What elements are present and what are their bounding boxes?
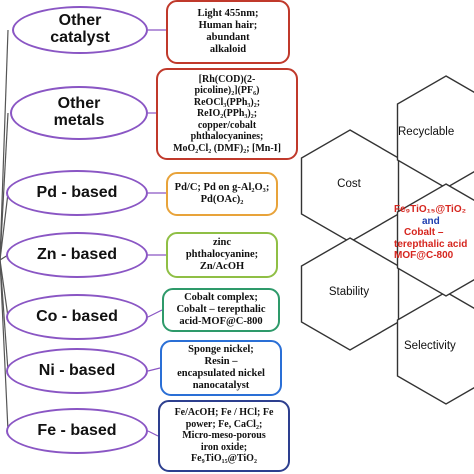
item-text: encapsulated nickel [177,368,265,379]
item-text: phthalocyanines; [190,131,264,143]
spine-line-2 [0,192,9,261]
ellipse-pd-based: Pd - based [6,170,148,216]
center-line-cobalt: Cobalt – [404,227,444,238]
item-text: phthalocyanine; [185,248,259,260]
hex-label-cost: Cost [337,178,361,190]
item-text: Fe/AcOH; Fe / HCl; Fe [174,407,274,419]
item-text: [Rh(COD)(2- [198,73,256,85]
box-co-based: Cobalt complex; Cobalt – terepthalic aci… [162,288,280,332]
ellipse-other-metals: Other metals [10,86,148,140]
ellipse-ni-based: Ni - based [6,348,148,394]
item-text: zinc [212,236,232,248]
item-text: picoline)₂](PF₆) [194,85,260,97]
hex-label-recyclable: Recyclable [398,126,455,138]
item-text: iron oxide; [200,441,248,453]
item-text: Cobalt – terepthalic [176,303,266,315]
box-other-catalyst: Light 455nm; Human hair; abundant alkalo… [166,0,290,64]
item-text: Human hair; [198,19,258,31]
box-other-metals: [Rh(COD)(2- picoline)₂](PF₆) ReOCl₃(PPh₃… [156,68,298,160]
hexagon-center [396,183,474,297]
spine-line-4 [0,259,9,318]
item-text: Resin – [204,355,238,367]
item-text: nanocatalyst [192,380,250,392]
item-text: MoO₂Cl₂ (DMF)₂; [Mn-I] [173,142,281,154]
item-text: Sponge nickel; [188,343,254,355]
item-text: Light 455nm; [197,7,259,19]
connector-line-5 [147,367,161,372]
box-pd-based: Pd/C; Pd on g-Al₂O₃; Pd(OAc)₂ [166,172,278,216]
item-text: acid-MOF@C-800 [179,316,263,328]
item-text: ReIO₂(PPh₃)₂; [196,108,258,120]
hexagon-selectivity [396,291,474,405]
center-line-fe: Fe₉TiO₁₅@TiO₂ [394,204,467,215]
item-text: Fe₉TiO₁₅@TiO₂ [191,453,257,465]
connector-line-4 [147,309,163,318]
item-text: copper/cobalt [197,119,257,131]
item-text: alkaloid [209,44,247,56]
center-line-mof: MOF@C-800 [394,250,454,261]
center-line-terepthalic: terepthalic acid [394,238,468,250]
ellipse-fe-based: Fe - based [6,408,148,454]
item-text: ReOCl₃(PPh₃)₂; [193,96,261,108]
center-catalyst-text: Fe₉TiO₁₅@TiO₂ and Cobalt – terepthalic a… [388,204,474,262]
hex-label-selectivity: Selectivity [404,340,456,352]
item-text: Pd(OAc)₂ [200,194,244,205]
item-text: power; Fe, CaCl₂; [185,418,263,430]
spine-line-1 [0,112,9,261]
connector-line-6 [147,430,159,437]
ellipse-zn-based: Zn - based [6,232,148,278]
spine-line-6 [0,259,9,432]
item-text: Zn/AcOH [199,261,245,273]
center-line-and: and [422,215,440,227]
ellipse-other-catalyst: Other catalyst [12,6,148,54]
item-text: Cobalt complex; [184,291,258,303]
item-text: Pd/C; Pd on g-Al₂O₃; [174,181,270,193]
box-ni-based: Sponge nickel; Resin – encapsulated nick… [160,340,282,396]
item-text: Micro-meso-porous [182,430,266,442]
hex-label-stability: Stability [328,286,370,298]
ellipse-co-based: Co - based [6,294,148,340]
item-text: abundant [206,32,250,43]
spine-line-0 [0,29,9,261]
box-zn-based: zinc phthalocyanine; Zn/AcOH [166,232,278,278]
box-fe-based: Fe/AcOH; Fe / HCl; Fe power; Fe, CaCl₂; … [158,400,290,472]
